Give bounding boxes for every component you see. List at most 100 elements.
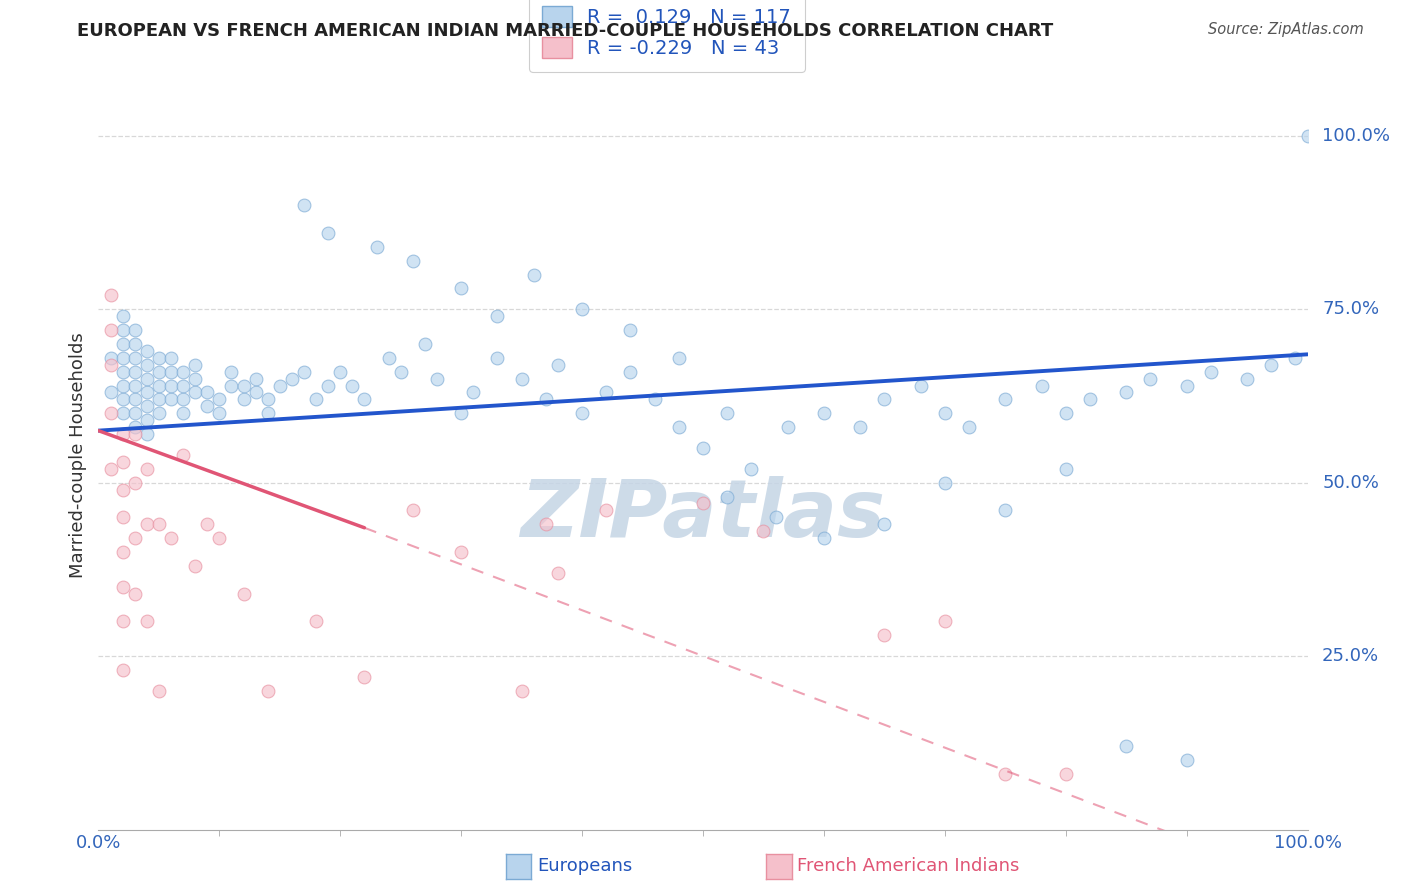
Point: [111, 337, 134, 351]
Point: [510, 683, 533, 698]
Point: [595, 503, 617, 517]
Point: [124, 475, 146, 490]
Point: [571, 302, 593, 317]
Point: [1260, 358, 1282, 372]
Text: 50.0%: 50.0%: [1322, 474, 1379, 491]
Y-axis label: Married-couple Households: Married-couple Households: [69, 332, 87, 578]
Point: [934, 615, 956, 629]
Point: [245, 371, 267, 385]
Point: [208, 531, 231, 545]
Text: French American Indians: French American Indians: [797, 857, 1019, 875]
Point: [534, 517, 557, 532]
Point: [124, 587, 146, 601]
Point: [486, 351, 509, 365]
Point: [100, 406, 122, 420]
Point: [329, 365, 352, 379]
Point: [316, 378, 339, 392]
Point: [111, 510, 134, 524]
Point: [619, 323, 641, 337]
Point: [184, 558, 207, 573]
Point: [377, 351, 399, 365]
Point: [124, 351, 146, 365]
Point: [269, 378, 291, 392]
Point: [716, 490, 738, 504]
Text: Europeans: Europeans: [537, 857, 633, 875]
Text: ZIPatlas: ZIPatlas: [520, 475, 886, 554]
Point: [111, 351, 134, 365]
Point: [208, 392, 231, 407]
Point: [172, 406, 194, 420]
Point: [135, 343, 157, 358]
Point: [111, 663, 134, 677]
Point: [1296, 128, 1319, 143]
Point: [510, 371, 533, 385]
Point: [148, 683, 170, 698]
Point: [135, 400, 157, 414]
Point: [292, 365, 315, 379]
Point: [208, 406, 231, 420]
Point: [426, 371, 449, 385]
Point: [595, 385, 617, 400]
Point: [342, 378, 364, 392]
Point: [413, 337, 436, 351]
Point: [135, 371, 157, 385]
Point: [135, 517, 157, 532]
Point: [450, 406, 472, 420]
Point: [292, 198, 315, 212]
Point: [100, 288, 122, 302]
Point: [1236, 371, 1258, 385]
Point: [135, 427, 157, 442]
Point: [1139, 371, 1161, 385]
Point: [353, 392, 375, 407]
Point: [135, 358, 157, 372]
Point: [305, 615, 328, 629]
Point: [1054, 406, 1077, 420]
Point: [994, 503, 1017, 517]
Point: [111, 392, 134, 407]
Point: [232, 587, 254, 601]
Point: [148, 351, 170, 365]
Point: [305, 392, 328, 407]
Point: [172, 378, 194, 392]
Point: [124, 427, 146, 442]
Point: [957, 420, 980, 434]
Point: [232, 378, 254, 392]
Point: [124, 531, 146, 545]
Point: [547, 358, 569, 372]
Point: [100, 358, 122, 372]
Text: Source: ZipAtlas.com: Source: ZipAtlas.com: [1208, 22, 1364, 37]
Point: [100, 323, 122, 337]
Text: EUROPEAN VS FRENCH AMERICAN INDIAN MARRIED-COUPLE HOUSEHOLDS CORRELATION CHART: EUROPEAN VS FRENCH AMERICAN INDIAN MARRI…: [77, 22, 1053, 40]
Point: [402, 503, 425, 517]
Point: [111, 545, 134, 559]
Point: [124, 365, 146, 379]
Point: [184, 385, 207, 400]
Point: [692, 496, 714, 510]
Point: [221, 378, 243, 392]
Point: [172, 365, 194, 379]
Point: [124, 392, 146, 407]
Point: [111, 427, 134, 442]
Point: [135, 615, 157, 629]
Point: [668, 351, 690, 365]
Text: 75.0%: 75.0%: [1322, 301, 1379, 318]
Point: [135, 462, 157, 476]
Point: [463, 385, 485, 400]
Point: [1284, 351, 1306, 365]
Point: [111, 615, 134, 629]
Point: [1199, 365, 1222, 379]
Point: [752, 524, 775, 539]
Point: [124, 420, 146, 434]
Point: [111, 580, 134, 594]
Point: [1078, 392, 1101, 407]
Point: [124, 323, 146, 337]
Point: [776, 420, 799, 434]
Point: [195, 385, 218, 400]
Point: [1054, 767, 1077, 781]
Text: 25.0%: 25.0%: [1322, 647, 1379, 665]
Point: [111, 323, 134, 337]
Point: [450, 545, 472, 559]
Point: [100, 351, 122, 365]
Point: [111, 455, 134, 469]
Point: [934, 475, 956, 490]
